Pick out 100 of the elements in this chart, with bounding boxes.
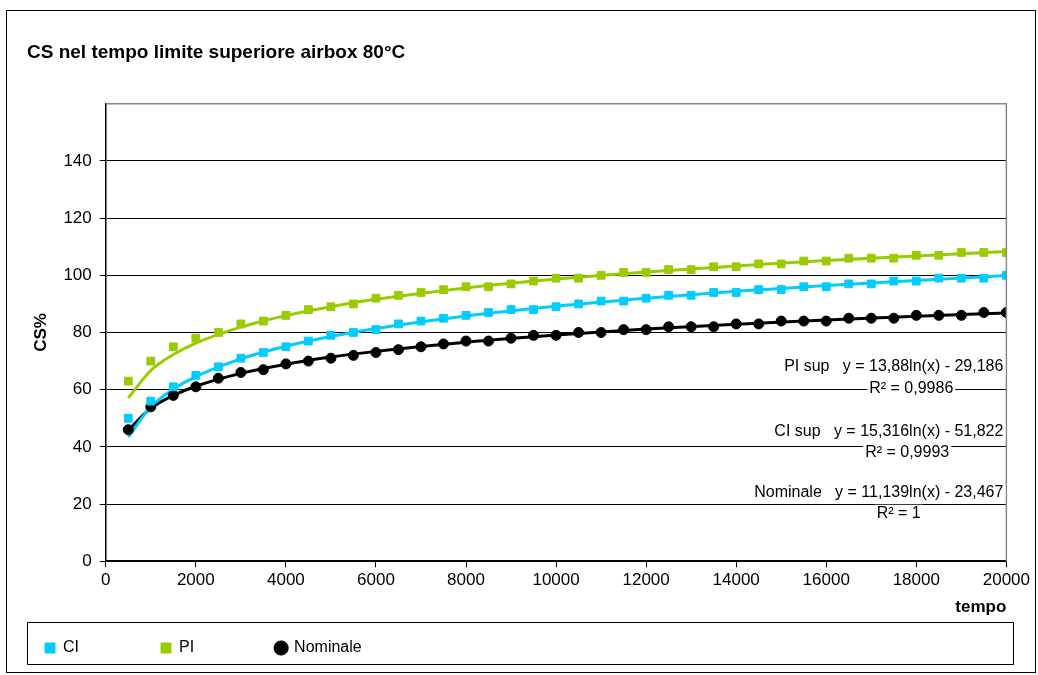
point bbox=[934, 273, 944, 283]
point bbox=[550, 329, 562, 341]
legend-label: PI bbox=[179, 638, 259, 656]
point bbox=[663, 321, 675, 333]
point bbox=[483, 335, 495, 347]
legend-label: CI bbox=[63, 638, 143, 656]
point bbox=[370, 347, 382, 359]
point bbox=[664, 290, 674, 300]
x-axis-title: tempo bbox=[955, 597, 1007, 617]
point bbox=[956, 248, 966, 257]
point bbox=[820, 315, 832, 327]
point bbox=[934, 250, 944, 260]
point bbox=[371, 293, 381, 303]
point bbox=[461, 282, 471, 292]
chart-title: CS nel tempo limite superiore airbox 80°C bbox=[27, 40, 406, 62]
point bbox=[618, 324, 630, 336]
point bbox=[190, 381, 202, 393]
point bbox=[235, 367, 247, 379]
point bbox=[213, 362, 223, 372]
point bbox=[122, 424, 134, 436]
annotation: Nominale y = 11,139ln(x) - 23,467 bbox=[754, 483, 1004, 500]
y-tick-label: 80 bbox=[72, 322, 92, 342]
x-tick-label: 8000 bbox=[447, 570, 485, 590]
point bbox=[709, 288, 719, 297]
point bbox=[394, 319, 403, 329]
x-tick-label: 14000 bbox=[712, 570, 760, 590]
point bbox=[505, 332, 517, 344]
point bbox=[484, 308, 493, 317]
point bbox=[979, 273, 989, 283]
x-tick-label: 12000 bbox=[622, 570, 670, 590]
point bbox=[325, 352, 337, 364]
x-tick-label: 18000 bbox=[892, 570, 940, 590]
point bbox=[709, 262, 719, 272]
point bbox=[889, 253, 899, 263]
point bbox=[168, 382, 178, 392]
y-axis-title: CS% bbox=[30, 313, 50, 352]
point bbox=[775, 315, 787, 327]
point bbox=[574, 299, 583, 309]
point bbox=[821, 256, 831, 266]
point bbox=[326, 330, 336, 340]
point bbox=[123, 413, 133, 423]
point bbox=[258, 316, 268, 326]
point bbox=[956, 273, 966, 283]
x-tick-label: 4000 bbox=[266, 570, 305, 590]
point bbox=[349, 299, 358, 309]
annotation: R² = 1 bbox=[876, 504, 921, 522]
point bbox=[799, 256, 809, 266]
point bbox=[754, 259, 764, 269]
point bbox=[551, 273, 561, 283]
point bbox=[641, 268, 651, 277]
point bbox=[888, 312, 900, 324]
y-tick-label: 100 bbox=[63, 265, 92, 285]
point bbox=[595, 327, 607, 338]
annotation: R² = 0,9986 bbox=[869, 378, 954, 396]
point bbox=[911, 250, 921, 260]
point bbox=[529, 276, 538, 286]
point bbox=[236, 353, 246, 363]
point bbox=[281, 342, 291, 352]
y-tick-label: 60 bbox=[72, 379, 92, 399]
point bbox=[326, 302, 336, 312]
point bbox=[685, 321, 697, 333]
point bbox=[933, 309, 945, 321]
point bbox=[212, 372, 224, 384]
point bbox=[619, 268, 628, 277]
point bbox=[280, 358, 292, 370]
point bbox=[304, 336, 313, 346]
point bbox=[776, 285, 786, 295]
point bbox=[844, 253, 854, 263]
point bbox=[347, 349, 359, 361]
point bbox=[460, 335, 472, 347]
point bbox=[865, 312, 877, 324]
y-tick-label: 0 bbox=[82, 550, 92, 570]
point bbox=[146, 356, 156, 366]
y-tick-label: 140 bbox=[63, 150, 92, 170]
point bbox=[302, 355, 314, 367]
point bbox=[686, 290, 696, 300]
point bbox=[686, 265, 696, 274]
point bbox=[596, 296, 606, 306]
point bbox=[731, 262, 741, 272]
point bbox=[416, 316, 426, 326]
point bbox=[844, 279, 854, 289]
x-tick-label: 6000 bbox=[357, 570, 395, 590]
x-tick-label: 0 bbox=[101, 570, 111, 590]
point bbox=[776, 259, 786, 269]
point bbox=[574, 273, 583, 283]
y-tick-label: 40 bbox=[72, 436, 92, 456]
point bbox=[708, 321, 720, 333]
point bbox=[551, 302, 561, 312]
point bbox=[573, 327, 585, 338]
point bbox=[416, 288, 426, 297]
point bbox=[754, 285, 764, 295]
point bbox=[257, 364, 269, 376]
point bbox=[258, 348, 268, 357]
point bbox=[821, 282, 831, 292]
point bbox=[439, 313, 448, 323]
point bbox=[753, 318, 765, 330]
point bbox=[730, 318, 742, 330]
point bbox=[978, 306, 990, 318]
point bbox=[731, 288, 741, 297]
y-tick-label: 20 bbox=[72, 493, 92, 513]
